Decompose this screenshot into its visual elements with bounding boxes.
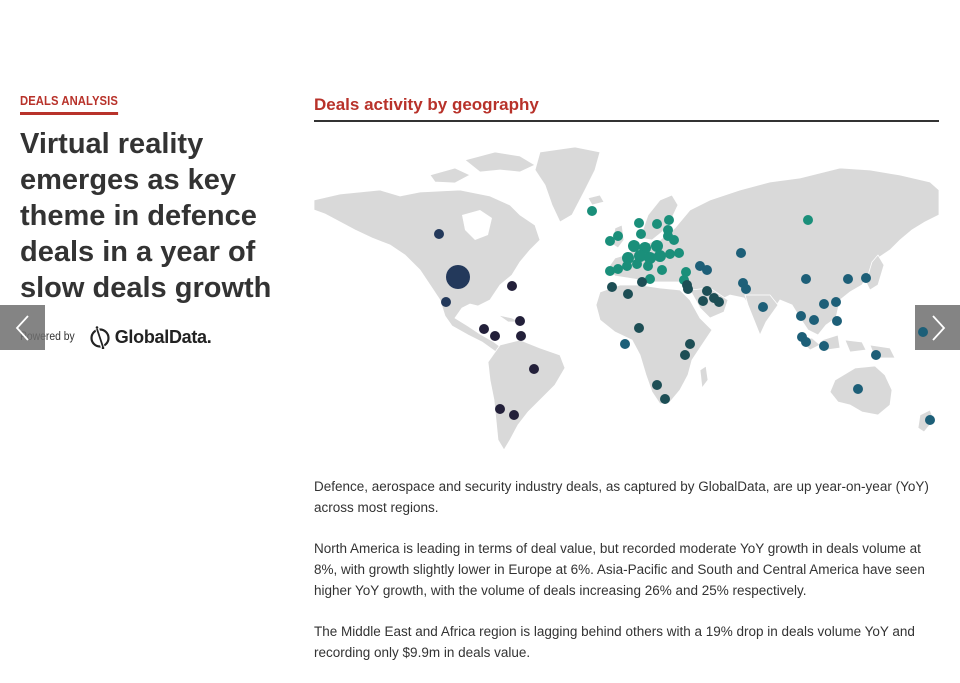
deal-marker-europe[interactable] [664, 215, 674, 225]
globaldata-logo[interactable]: GlobalData. [89, 325, 212, 349]
deal-marker-europe[interactable] [654, 250, 666, 262]
deal-marker-europe[interactable] [605, 266, 615, 276]
body-paragraph: North America is leading in terms of dea… [314, 541, 925, 598]
deal-marker-europe[interactable] [644, 252, 656, 264]
headline: Virtual reality emerges as key theme in … [20, 128, 272, 304]
deal-marker-middle-east-africa[interactable] [714, 297, 724, 307]
deal-marker-europe[interactable] [634, 218, 644, 228]
deal-marker-middle-east-africa[interactable] [683, 284, 693, 294]
deal-marker-asia-pacific[interactable] [702, 265, 712, 275]
deal-marker-europe[interactable] [657, 265, 667, 275]
deal-marker-north-america[interactable] [441, 297, 451, 307]
deal-marker-europe[interactable] [645, 274, 655, 284]
deal-marker-south-central-america[interactable] [529, 364, 539, 374]
deal-marker-asia-pacific[interactable] [831, 297, 841, 307]
deal-marker-middle-east-africa[interactable] [634, 323, 644, 333]
deal-marker-middle-east-africa[interactable] [702, 286, 712, 296]
deal-marker-middle-east-africa[interactable] [623, 289, 633, 299]
deal-marker-south-central-america[interactable] [509, 410, 519, 420]
deal-marker-south-central-america[interactable] [515, 316, 525, 326]
deal-marker-asia-pacific[interactable] [801, 337, 811, 347]
deal-marker-middle-east-africa[interactable] [637, 277, 647, 287]
deal-marker-europe[interactable] [622, 252, 634, 264]
deal-marker-europe[interactable] [636, 229, 646, 239]
deal-marker-asia-pacific[interactable] [918, 327, 928, 337]
body-paragraph: The Middle East and Africa region is lag… [314, 624, 915, 660]
deal-marker-europe[interactable] [613, 264, 623, 274]
deal-marker-south-central-america[interactable] [479, 324, 489, 334]
deal-marker-europe[interactable] [587, 206, 597, 216]
deal-marker-asia-pacific[interactable] [843, 274, 853, 284]
deal-marker-asia-pacific[interactable] [758, 302, 768, 312]
deal-marker-asia-pacific[interactable] [620, 339, 630, 349]
globaldata-mark-icon [90, 326, 110, 349]
deal-marker-europe[interactable] [681, 267, 691, 277]
deal-marker-asia-pacific[interactable] [925, 415, 935, 425]
deal-dots [434, 206, 935, 425]
deal-marker-asia-pacific[interactable] [819, 299, 829, 309]
powered-by: Powered by GlobalData. [20, 325, 212, 349]
deal-marker-asia-pacific[interactable] [861, 273, 871, 283]
chevron-right-icon [931, 314, 945, 341]
chart-title: Deals activity by geography [314, 95, 939, 122]
deal-marker-europe[interactable] [605, 236, 615, 246]
deal-marker-asia-pacific[interactable] [741, 284, 751, 294]
deal-marker-asia-pacific[interactable] [736, 248, 746, 258]
deal-marker-europe[interactable] [628, 240, 640, 252]
section-kicker: DEALS ANALYSIS [20, 94, 118, 115]
deal-marker-south-central-america[interactable] [490, 331, 500, 341]
deal-marker-europe[interactable] [669, 235, 679, 245]
body-paragraph: Defence, aerospace and security industry… [314, 479, 929, 515]
deal-marker-south-central-america[interactable] [495, 404, 505, 414]
deal-marker-middle-east-africa[interactable] [652, 380, 662, 390]
deal-marker-europe[interactable] [803, 215, 813, 225]
deal-marker-asia-pacific[interactable] [871, 350, 881, 360]
deal-marker-north-america[interactable] [434, 229, 444, 239]
deal-marker-asia-pacific[interactable] [819, 341, 829, 351]
world-map[interactable] [314, 140, 939, 455]
deal-marker-middle-east-africa[interactable] [698, 296, 708, 306]
deal-marker-europe[interactable] [643, 261, 653, 271]
deal-marker-asia-pacific[interactable] [801, 274, 811, 284]
deal-marker-middle-east-africa[interactable] [680, 350, 690, 360]
land-masses [314, 146, 939, 451]
deal-marker-europe[interactable] [632, 259, 642, 269]
deal-marker-north-america[interactable] [446, 265, 470, 289]
deal-marker-asia-pacific[interactable] [832, 316, 842, 326]
deal-marker-europe[interactable] [652, 219, 662, 229]
deal-marker-europe[interactable] [665, 249, 675, 259]
deal-marker-asia-pacific[interactable] [796, 311, 806, 321]
deal-marker-europe[interactable] [651, 240, 663, 252]
deal-marker-europe[interactable] [622, 261, 632, 271]
chevron-left-icon [15, 314, 29, 341]
deal-marker-asia-pacific[interactable] [853, 384, 863, 394]
deal-marker-south-central-america[interactable] [507, 281, 517, 291]
deal-marker-middle-east-africa[interactable] [660, 394, 670, 404]
globaldata-wordmark: GlobalData. [114, 326, 212, 347]
deal-marker-south-central-america[interactable] [516, 331, 526, 341]
previous-slide-button[interactable] [0, 305, 45, 350]
article-body: Defence, aerospace and security industry… [314, 476, 940, 683]
deal-marker-middle-east-africa[interactable] [607, 282, 617, 292]
deal-marker-asia-pacific[interactable] [809, 315, 819, 325]
deal-marker-europe[interactable] [674, 248, 684, 258]
deal-marker-europe[interactable] [613, 231, 623, 241]
deal-marker-middle-east-africa[interactable] [685, 339, 695, 349]
